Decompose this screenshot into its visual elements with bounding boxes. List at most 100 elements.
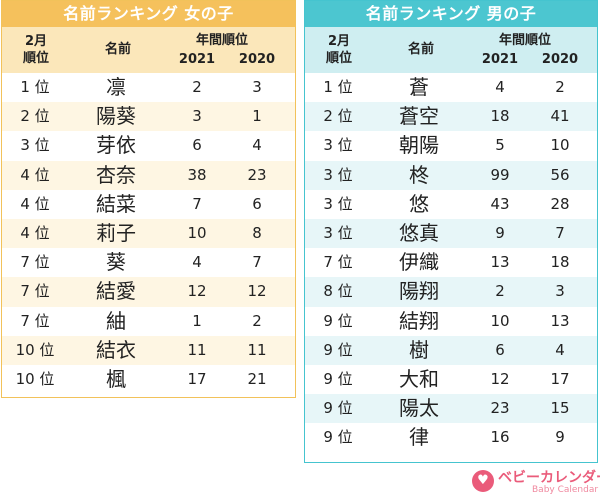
rank-cell: 2 位 <box>20 107 50 126</box>
table-row: 2 位 蒼空 18 41 <box>305 102 597 132</box>
rank-cell: 3 位 <box>20 136 50 155</box>
rank-cell: 7 位 <box>323 253 353 272</box>
rank-2020-cell: 28 <box>550 194 570 213</box>
rank-cell: 7 位 <box>20 311 50 330</box>
rank-cell: 3 位 <box>323 194 353 213</box>
boys-table-header: 2月 順位 名前 年間順位 2021 2020 <box>305 27 597 73</box>
table-row: 9 位 樹 6 4 <box>305 335 597 365</box>
rank-cell: 1 位 <box>20 78 50 96</box>
table-row: 7 位 葵 4 7 <box>2 248 295 277</box>
rank-2020-cell: 13 <box>550 311 570 330</box>
rank-2021-cell: 38 <box>187 165 207 184</box>
boys-header-annual: 年間順位 <box>498 33 551 48</box>
name-cell: 芽依 <box>96 133 136 158</box>
rank-2020-cell: 21 <box>247 369 267 388</box>
boys-header-2021: 2021 <box>481 52 519 67</box>
name-cell: 柊 <box>409 162 429 187</box>
header-month-line1: 2月 <box>24 34 48 49</box>
girls-panel-title: 名前ランキング 女の子 <box>2 1 295 27</box>
table-row: 3 位 柊 99 56 <box>305 160 597 190</box>
rank-2021-cell: 7 <box>192 194 202 213</box>
table-row: 3 位 悠 43 28 <box>305 190 597 219</box>
header-month-line2: 順位 <box>325 51 352 66</box>
rank-2020-cell: 41 <box>550 107 570 126</box>
rank-cell: 3 位 <box>323 136 353 155</box>
girls-header-month: 2月順位 <box>6 33 66 67</box>
table-row: 4 位 莉子 10 8 <box>2 218 295 249</box>
rank-cell: 10 位 <box>15 369 55 388</box>
rank-2021-cell: 17 <box>187 369 207 388</box>
girls-header-annual: 年間順位 <box>195 33 248 48</box>
name-cell: 大和 <box>399 366 439 391</box>
rank-2020-cell: 7 <box>555 223 565 242</box>
girls-header-2020: 2020 <box>238 52 276 67</box>
rank-cell: 4 位 <box>20 194 50 213</box>
table-row: 3 位 悠真 9 7 <box>305 218 597 249</box>
rank-2021-cell: 4 <box>192 253 202 272</box>
header-month-line1: 2月 <box>327 34 351 49</box>
name-cell: 凛 <box>106 75 126 99</box>
rank-cell: 7 位 <box>20 282 50 301</box>
rank-2021-cell: 6 <box>495 340 505 359</box>
name-cell: 蒼空 <box>399 104 439 129</box>
baby-calendar-logo-icon: ♥ <box>472 470 494 492</box>
table-row: 9 位 律 16 9 <box>305 423 597 452</box>
logo-text-jp: ベビーカレンダー <box>498 470 600 486</box>
table-row: 7 位 紬 1 2 <box>2 307 295 336</box>
rank-2021-cell: 4 <box>495 78 505 96</box>
rank-2020-cell: 8 <box>252 223 262 242</box>
name-cell: 結菜 <box>96 191 136 216</box>
baby-calendar-logo[interactable]: ♥ ベビーカレンダー Baby Calendar <box>470 466 600 498</box>
rank-cell: 9 位 <box>323 369 353 388</box>
rank-2020-cell: 4 <box>252 136 262 155</box>
rank-cell: 1 位 <box>323 78 353 96</box>
rank-2020-cell: 9 <box>555 428 565 447</box>
rank-2021-cell: 2 <box>495 282 505 301</box>
rank-2021-cell: 3 <box>192 107 202 126</box>
boys-header-month: 2月順位 <box>309 33 369 67</box>
table-row: 7 位 結愛 12 12 <box>2 277 295 307</box>
name-cell: 陽葵 <box>96 104 136 129</box>
rank-2021-cell: 99 <box>490 165 510 184</box>
boys-ranking-panel: 名前ランキング 男の子 2月 順位 名前 年間順位 2021 2020 1 位 蒼 4… <box>304 0 598 463</box>
boys-header-2020: 2020 <box>541 52 579 67</box>
rank-2021-cell: 5 <box>495 136 505 155</box>
rank-cell: 4 位 <box>20 165 50 184</box>
rank-2021-cell: 16 <box>490 428 510 447</box>
table-row: 10 位 楓 17 21 <box>2 365 295 394</box>
table-row: 4 位 杏奈 38 23 <box>2 160 295 190</box>
table-row: 1 位 凛 2 3 <box>2 73 295 102</box>
rank-2021-cell: 6 <box>192 136 202 155</box>
rank-2020-cell: 6 <box>252 194 262 213</box>
table-row: 2 位 陽葵 3 1 <box>2 102 295 132</box>
rank-2021-cell: 9 <box>495 223 505 242</box>
rank-2020-cell: 3 <box>252 78 262 96</box>
header-month-line2: 順位 <box>22 51 49 66</box>
name-cell: 莉子 <box>96 220 136 245</box>
name-cell: 朝陽 <box>399 133 439 158</box>
name-cell: 陽翔 <box>399 279 439 304</box>
table-row: 3 位 芽依 6 4 <box>2 131 295 160</box>
rank-cell: 10 位 <box>15 340 55 359</box>
rank-2020-cell: 56 <box>550 165 570 184</box>
rank-2020-cell: 11 <box>247 340 267 359</box>
name-cell: 伊織 <box>399 250 439 275</box>
name-cell: 杏奈 <box>96 162 136 187</box>
table-row: 9 位 結翔 10 13 <box>305 307 597 336</box>
rank-cell: 4 位 <box>20 223 50 242</box>
rank-2021-cell: 18 <box>490 107 510 126</box>
rank-2020-cell: 10 <box>550 136 570 155</box>
rank-2020-cell: 17 <box>550 369 570 388</box>
rank-cell: 2 位 <box>323 107 353 126</box>
boys-panel-title: 名前ランキング 男の子 <box>305 1 597 27</box>
rank-cell: 9 位 <box>323 311 353 330</box>
table-row: 9 位 陽太 23 15 <box>305 394 597 424</box>
rank-cell: 9 位 <box>323 340 353 359</box>
name-cell: 楓 <box>106 366 126 391</box>
rank-2020-cell: 15 <box>550 399 570 418</box>
name-cell: 陽太 <box>399 396 439 421</box>
rank-2021-cell: 13 <box>490 253 510 272</box>
rank-2020-cell: 23 <box>247 165 267 184</box>
